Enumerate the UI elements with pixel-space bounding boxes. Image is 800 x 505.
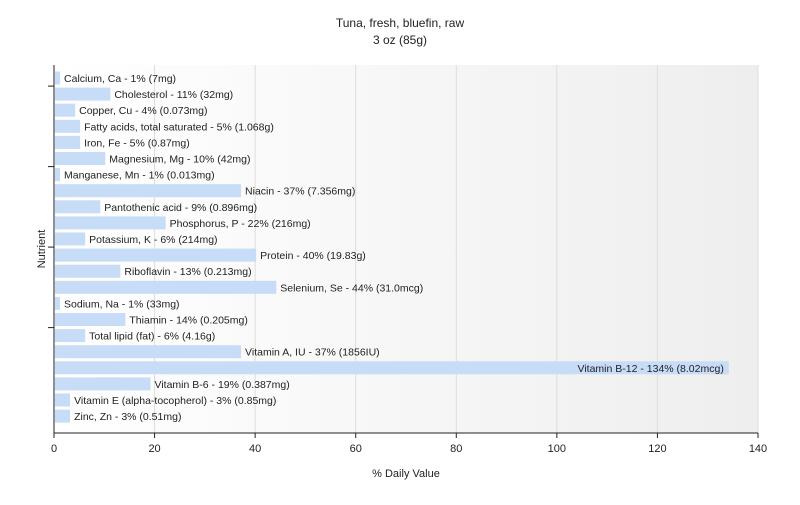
- bar: [55, 103, 76, 117]
- x-tick-label: 80: [450, 443, 462, 455]
- bar: [55, 280, 277, 294]
- bar: [55, 264, 121, 278]
- bar-label: Potassium, K - 6% (214mg): [89, 234, 217, 246]
- chart-subtitle: 3 oz (85g): [373, 33, 427, 47]
- bar-label: Calcium, Ca - 1% (7mg): [64, 73, 176, 85]
- bar: [55, 135, 81, 149]
- bar-label: Copper, Cu - 4% (0.073mg): [79, 105, 207, 117]
- bar-label: Total lipid (fat) - 6% (4.16g): [89, 331, 215, 343]
- chart-title: Tuna, fresh, bluefin, raw: [336, 16, 465, 30]
- x-tick-label: 60: [350, 443, 362, 455]
- x-tick-labels: 0 20 40 60 80 100 120 140: [51, 443, 767, 455]
- bar-label: Iron, Fe - 5% (0.87mg): [84, 137, 190, 149]
- bar-label: Vitamin B-6 - 19% (0.387mg): [155, 379, 290, 391]
- bar-label: Riboflavin - 13% (0.213mg): [124, 266, 251, 278]
- bar: [55, 248, 257, 262]
- bar-label: Vitamin E (alpha-tocopherol) - 3% (0.85m…: [74, 395, 276, 407]
- bar-label: Vitamin B-12 - 134% (8.02mcg): [578, 363, 724, 375]
- bar-label: Manganese, Mn - 1% (0.013mg): [64, 170, 215, 182]
- x-tick-label: 40: [249, 443, 261, 455]
- bar: [55, 216, 166, 230]
- bars: [55, 71, 729, 423]
- bar-label: Fatty acids, total saturated - 5% (1.068…: [84, 121, 274, 133]
- x-tick-label: 120: [648, 443, 666, 455]
- x-tick-label: 140: [749, 443, 767, 455]
- bar-label: Zinc, Zn - 3% (0.51mg): [74, 411, 181, 423]
- bar: [55, 361, 729, 375]
- bar-label: Pantothenic acid - 9% (0.896mg): [104, 202, 257, 214]
- bar: [55, 168, 61, 182]
- bar: [55, 71, 61, 85]
- bar: [55, 200, 101, 214]
- y-axis-label: Nutrient: [36, 230, 48, 269]
- bar-labels: Calcium, Ca - 1% (7mg) Cholesterol - 11% …: [64, 73, 724, 423]
- bar: [55, 313, 126, 326]
- bar-label: Selenium, Se - 44% (31.0mcg): [280, 282, 423, 294]
- bar: [55, 232, 86, 246]
- bar: [55, 119, 81, 133]
- axes: [48, 65, 759, 438]
- bar-label: Niacin - 37% (7.356mg): [245, 186, 355, 198]
- bar: [55, 377, 151, 391]
- bar-label: Cholesterol - 11% (32mg): [114, 89, 233, 101]
- bar: [55, 87, 111, 101]
- bar-label: Protein - 40% (19.83g): [260, 250, 366, 262]
- bar-label: Sodium, Na - 1% (33mg): [64, 298, 180, 310]
- bar: [55, 345, 242, 359]
- x-tick-label: 0: [51, 443, 57, 455]
- bar: [55, 296, 61, 310]
- bar: [55, 393, 71, 407]
- x-tick-label: 100: [548, 443, 566, 455]
- bar-label: Phosphorus, P - 22% (216mg): [170, 218, 311, 230]
- x-tick-label: 20: [148, 443, 160, 455]
- bar: [55, 409, 71, 423]
- x-axis-label: % Daily Value: [372, 468, 440, 480]
- bar: [55, 184, 242, 198]
- bar-label: Thiamin - 14% (0.205mg): [129, 315, 247, 327]
- bar-label: Magnesium, Mg - 10% (42mg): [109, 154, 250, 166]
- bar: [55, 329, 86, 343]
- bar: [55, 152, 106, 165]
- bar-label: Vitamin A, IU - 37% (1856IU): [245, 347, 380, 359]
